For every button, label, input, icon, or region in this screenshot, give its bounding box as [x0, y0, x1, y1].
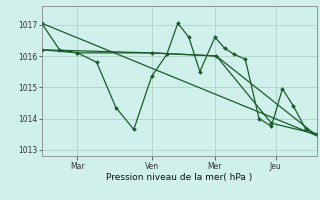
X-axis label: Pression niveau de la mer( hPa ): Pression niveau de la mer( hPa ) [106, 173, 252, 182]
